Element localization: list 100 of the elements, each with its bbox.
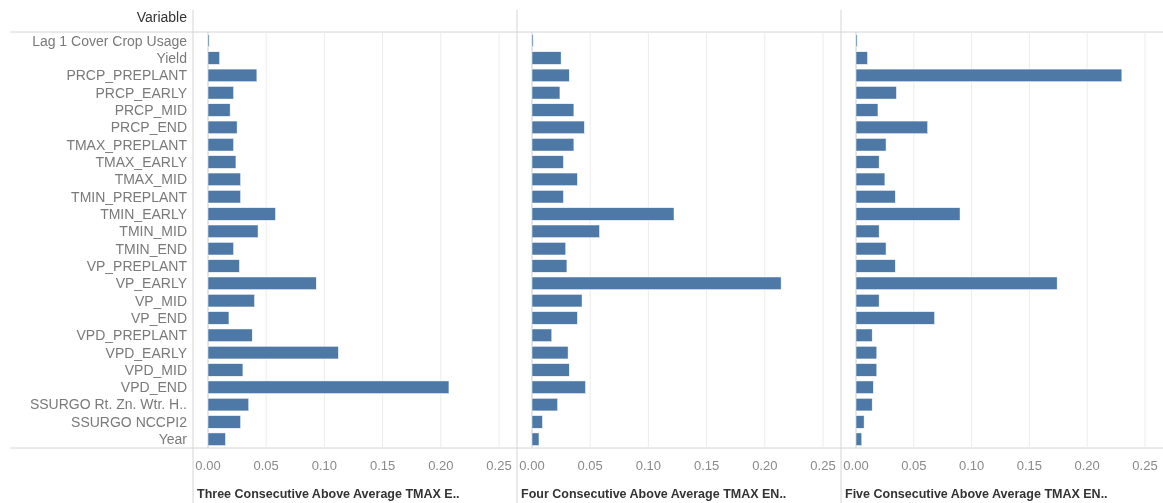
x-tick-label: 0.05	[577, 458, 603, 473]
bar	[855, 294, 880, 308]
y-tick-label: SSURGO NCCPI2	[71, 413, 188, 430]
bar	[531, 224, 600, 238]
x-tick-label: 0.20	[1074, 458, 1100, 473]
x-tick-label: 0.15	[693, 458, 720, 473]
bar	[207, 398, 249, 412]
bar	[855, 86, 897, 100]
bar	[531, 415, 543, 429]
bar	[207, 363, 244, 377]
bar	[855, 363, 878, 377]
bar	[207, 190, 241, 204]
bar	[531, 207, 675, 221]
y-tick-label: VPD_EARLY	[105, 344, 188, 361]
bar	[207, 242, 234, 256]
bar	[207, 86, 234, 100]
y-tick-label: PRCP_MID	[114, 101, 187, 118]
x-tick-label: 0.10	[311, 458, 338, 473]
y-tick-label: TMIN_END	[115, 240, 187, 257]
x-tick-label: 0.05	[253, 458, 279, 473]
y-tick-label: VPD_MID	[124, 361, 187, 378]
bar	[207, 432, 226, 446]
x-tick-label: 0.00	[195, 458, 221, 473]
bar	[531, 68, 570, 82]
y-tick-label: Year	[158, 431, 188, 448]
x-axis-title: Five Consecutive Above Average TMAX EN..	[845, 487, 1108, 501]
bar	[855, 207, 961, 221]
bar	[855, 103, 879, 117]
bar	[855, 190, 896, 204]
bar	[855, 172, 886, 186]
x-tick-label: 0.00	[843, 458, 869, 473]
bar	[855, 380, 874, 394]
bar	[855, 328, 873, 342]
bar	[855, 155, 880, 169]
bar	[855, 242, 887, 256]
bar	[855, 259, 896, 273]
bar	[207, 120, 238, 134]
bar	[207, 380, 450, 394]
bar	[207, 51, 220, 65]
y-tick-label: TMAX_EARLY	[95, 153, 188, 170]
bar	[855, 398, 873, 412]
bar	[531, 294, 583, 308]
y-tick-label: SSURGO Rt. Zn. Wtr. H..	[29, 396, 187, 413]
y-axis-title: Variable	[136, 9, 188, 25]
x-tick-label: 0.25	[486, 458, 512, 473]
bar	[531, 259, 568, 273]
bar	[531, 398, 558, 412]
bar	[207, 103, 231, 117]
bar	[531, 276, 782, 290]
bar	[531, 328, 553, 342]
bar	[855, 415, 865, 429]
y-tick-label: PRCP_PREPLANT	[66, 67, 188, 84]
bar	[531, 190, 564, 204]
x-tick-label: 0.15	[1016, 458, 1043, 473]
bar	[207, 155, 237, 169]
bar	[207, 224, 259, 238]
y-tick-label: PRCP_END	[110, 119, 187, 136]
x-tick-label: 0.10	[635, 458, 662, 473]
x-tick-label: 0.20	[428, 458, 454, 473]
x-tick-label: 0.25	[1132, 458, 1158, 473]
bar	[855, 120, 928, 134]
bar	[531, 172, 578, 186]
bar	[207, 276, 317, 290]
y-tick-label: VPD_END	[120, 379, 187, 396]
bar	[207, 207, 276, 221]
bar	[531, 311, 578, 325]
bar	[855, 311, 935, 325]
y-tick-label: VP_EARLY	[115, 275, 188, 292]
bar	[855, 432, 863, 446]
bar	[855, 138, 887, 152]
x-axis-title: Four Consecutive Above Average TMAX EN..	[521, 487, 787, 501]
y-tick-label: VP_END	[130, 309, 187, 326]
bar	[531, 242, 567, 256]
bar	[531, 380, 586, 394]
x-tick-label: 0.25	[810, 458, 836, 473]
bar	[531, 155, 564, 169]
bar	[207, 294, 255, 308]
bar	[207, 259, 240, 273]
y-tick-label: Lag 1 Cover Crop Usage	[32, 32, 188, 49]
y-tick-label: VP_PREPLANT	[86, 257, 188, 274]
bar	[207, 415, 241, 429]
bar	[531, 363, 570, 377]
bar	[531, 120, 585, 134]
x-tick-label: 0.05	[901, 458, 927, 473]
bar	[531, 103, 575, 117]
y-tick-label: TMIN_PREPLANT	[71, 188, 188, 205]
y-tick-label: VP_MID	[134, 292, 187, 309]
x-tick-label: 0.10	[958, 458, 985, 473]
y-tick-label: TMIN_MID	[119, 223, 187, 240]
bar	[855, 68, 1123, 82]
bar	[207, 172, 241, 186]
bar	[855, 346, 878, 360]
y-tick-label: TMAX_MID	[114, 171, 187, 188]
y-tick-label: Yield	[156, 49, 187, 66]
y-tick-label: PRCP_EARLY	[95, 84, 188, 101]
bar	[531, 86, 561, 100]
y-tick-label: TMIN_EARLY	[100, 205, 188, 222]
bar	[207, 68, 258, 82]
bar	[531, 138, 575, 152]
x-tick-label: 0.15	[369, 458, 396, 473]
